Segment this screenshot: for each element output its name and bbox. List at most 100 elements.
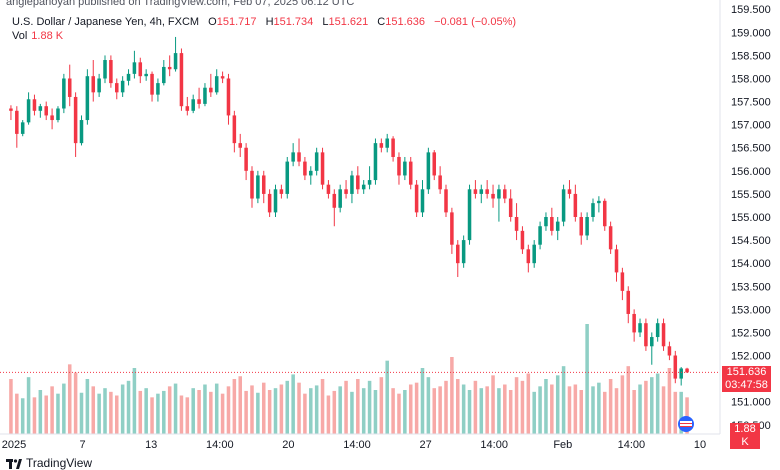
volume-bar xyxy=(226,386,231,434)
volume-bar xyxy=(385,360,389,434)
candle-body xyxy=(203,87,207,104)
candle-body xyxy=(432,152,437,176)
volume-value: 1.88 K xyxy=(31,30,64,42)
candle-body xyxy=(391,138,395,157)
volume-bar xyxy=(585,324,589,434)
volume-bar xyxy=(73,372,78,434)
volume-bar xyxy=(56,393,60,434)
candle-body xyxy=(250,170,254,199)
time-tick-label: Feb xyxy=(553,439,572,451)
volume-bar xyxy=(503,384,507,434)
volume-bar xyxy=(132,368,137,434)
volume-label[interactable]: Vol xyxy=(12,30,28,42)
price-tick-label: 157.500 xyxy=(731,97,771,109)
candle-body xyxy=(679,368,683,379)
volume-bar xyxy=(44,395,48,434)
volume-bar xyxy=(544,379,548,434)
candles xyxy=(9,36,689,386)
candle-body xyxy=(450,212,454,245)
candle-body xyxy=(420,189,425,213)
volume-bar xyxy=(520,380,525,434)
candle-body xyxy=(273,189,278,213)
candle-body xyxy=(373,143,378,181)
candle-body xyxy=(514,217,519,231)
volume-bar xyxy=(297,382,301,434)
tradingview-brand[interactable]: TradingView xyxy=(6,456,92,470)
volume-bar xyxy=(526,373,531,434)
time-tick-label: 27 xyxy=(419,439,431,451)
volume-bar xyxy=(679,391,683,434)
candle-body xyxy=(485,189,489,194)
candle-body xyxy=(650,337,654,347)
volume-bar xyxy=(303,393,307,434)
candle-body xyxy=(561,189,566,222)
price-tick-label: 156.500 xyxy=(731,143,771,155)
bar-countdown: 03:47:58 xyxy=(725,379,768,392)
candle-body xyxy=(555,221,560,231)
volume-bar xyxy=(97,393,101,434)
volume-bar xyxy=(15,393,19,434)
candle-body xyxy=(414,184,419,213)
volume-bar xyxy=(20,398,25,434)
time-tick-label: 14:00 xyxy=(206,439,234,451)
candle-body xyxy=(538,226,542,245)
volume-bar xyxy=(450,357,454,434)
candle-body xyxy=(291,152,295,162)
time-tick-label: 20 xyxy=(282,439,294,451)
time-axis[interactable]: 2025 7 13 14:00 20 14:00 27 14:00 Feb 14:00 10 xyxy=(2,439,706,451)
candle-body xyxy=(602,200,607,227)
candle-body xyxy=(408,161,413,185)
candle-body xyxy=(473,189,478,194)
volume-bar xyxy=(326,395,331,434)
candle-body xyxy=(644,323,648,347)
volume-bar xyxy=(91,386,96,434)
volume-bar xyxy=(638,384,642,434)
volume-bar xyxy=(273,388,278,434)
price-tick-label: 158.000 xyxy=(731,73,771,85)
volume-bar xyxy=(220,393,225,434)
volume-bar xyxy=(314,385,319,434)
volume-bar xyxy=(579,390,583,434)
candle-body xyxy=(579,217,583,236)
volume-bar xyxy=(456,379,460,434)
price-tick-label: 151.000 xyxy=(731,397,771,409)
published-line: anglepanoyan published on TradingView.co… xyxy=(6,0,355,8)
volume-bar xyxy=(285,380,290,434)
price-tick-label: 158.500 xyxy=(731,50,771,62)
candle-body xyxy=(279,189,284,194)
candle-body xyxy=(26,99,31,123)
volume-bar xyxy=(250,385,254,434)
volume-bar xyxy=(332,390,337,434)
volume-bar xyxy=(244,390,248,434)
volume-bar xyxy=(350,391,354,434)
volume-bar xyxy=(179,395,184,434)
candle-body xyxy=(167,66,172,70)
candle-body xyxy=(379,143,384,148)
candle-body xyxy=(597,200,601,204)
price-axis[interactable]: 159.500 159.000 158.500 158.000 157.500 157.0… xyxy=(731,4,771,432)
flag-icon[interactable] xyxy=(678,416,694,432)
volume-bar xyxy=(620,375,625,434)
open-value: 151.717 xyxy=(216,16,257,28)
candle-body xyxy=(103,60,107,79)
candle-body xyxy=(667,346,672,356)
candle-body xyxy=(44,106,48,116)
volume-bar xyxy=(673,391,678,434)
candle-body xyxy=(344,189,348,194)
price-tick-label: 154.500 xyxy=(731,235,771,247)
candle-body xyxy=(97,78,101,93)
volume-bar xyxy=(197,390,201,434)
high-value: 151.734 xyxy=(273,16,314,28)
volume-bar xyxy=(467,390,472,434)
candle-body xyxy=(544,217,548,227)
volume-bar xyxy=(32,397,37,434)
volume-bar xyxy=(391,388,395,434)
symbol-title[interactable]: U.S. Dollar / Japanese Yen, 4h, FXCM xyxy=(12,16,200,28)
volume-bar xyxy=(667,368,672,434)
candle-body xyxy=(532,244,536,264)
candle-body xyxy=(350,175,354,194)
time-tick-label: 14:00 xyxy=(480,439,508,451)
volume-bar xyxy=(291,374,295,434)
candle-body xyxy=(109,60,113,84)
